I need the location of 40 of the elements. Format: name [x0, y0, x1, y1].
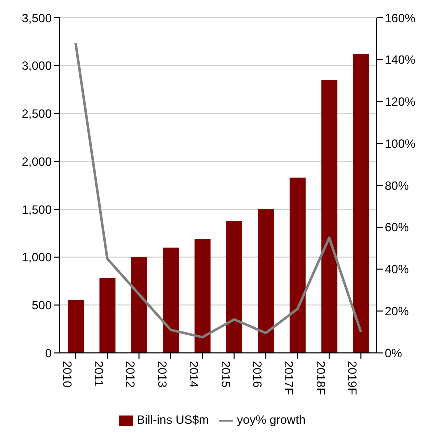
y2-tick-label: 0%: [385, 346, 403, 360]
y2-tick-label: 80%: [385, 178, 410, 193]
line-series: [74, 42, 362, 339]
bar: [226, 221, 242, 354]
bar: [163, 248, 180, 354]
y2-tick-label: 100%: [385, 136, 416, 151]
x-tick-label: 2017F: [282, 361, 296, 396]
y-tick-label: 2,500: [22, 107, 52, 122]
y-tick-label: 500: [32, 298, 52, 313]
bar: [131, 257, 148, 354]
x-tick-label: 2013: [155, 361, 170, 388]
y-tick-label: 0: [45, 346, 52, 360]
y2-tick-label: 120%: [385, 95, 416, 110]
bar: [68, 300, 84, 354]
x-tick-label: 2014: [187, 361, 202, 388]
x-tick-label: 2018F: [314, 361, 328, 396]
x-tick-label: 2010: [60, 361, 74, 388]
y2-tick-label: 40%: [385, 262, 410, 277]
bar: [290, 178, 306, 354]
y-tick-label: 3,500: [22, 11, 52, 26]
bar: [322, 80, 338, 354]
bar: [353, 54, 370, 354]
y2-tick-label: 140%: [385, 53, 416, 68]
x-tick-label: 2015: [218, 361, 233, 388]
y-tick-label: 1,500: [22, 202, 52, 217]
bar: [194, 239, 211, 354]
x-tick-label: 2011: [92, 361, 106, 388]
bar: [100, 278, 116, 354]
y-tick-label: 2,000: [22, 154, 52, 169]
y-tick-label: 3,000: [22, 59, 52, 74]
legend-label: yoy% growth: [237, 413, 306, 428]
y2-tick-label: 160%: [385, 11, 416, 26]
y2-tick-label: 20%: [385, 304, 410, 319]
y2-tick-label: 60%: [385, 220, 410, 235]
x-tick-label: 2019F: [346, 361, 360, 396]
legend-label: Bill-ins US$m: [137, 413, 210, 428]
x-tick-label: 2012: [124, 361, 138, 388]
y-tick-label: 1,000: [22, 250, 52, 265]
bar: [258, 210, 274, 354]
x-tick-label: 2016: [250, 361, 265, 388]
